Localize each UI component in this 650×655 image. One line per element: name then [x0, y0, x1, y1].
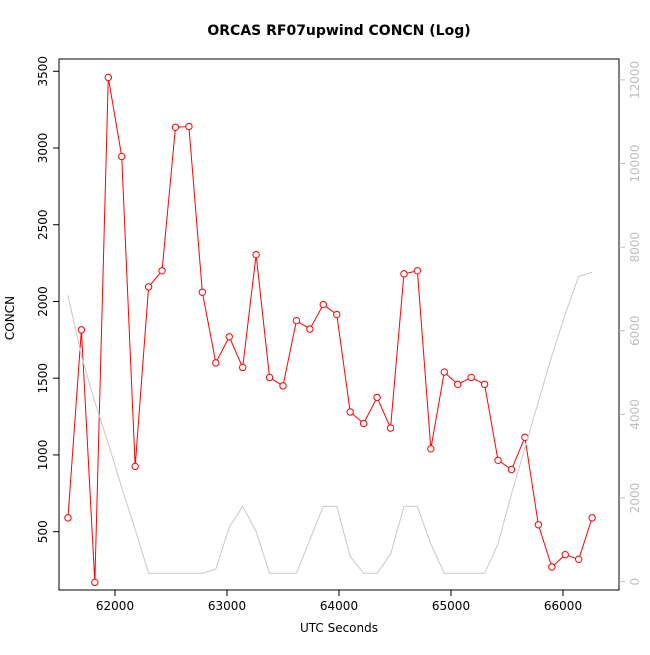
y2-tick-label: 6000: [628, 315, 642, 346]
data-point: [574, 555, 583, 564]
data-point: [440, 368, 448, 376]
data-point: [144, 283, 153, 291]
chart-title: ORCAS RF07upwind CONCN (Log): [207, 23, 470, 39]
x-tick-label: 66000: [544, 599, 582, 613]
data-point: [413, 267, 422, 275]
data-point: [400, 270, 408, 278]
y-tick-label: 1000: [36, 440, 50, 471]
data-point: [333, 310, 341, 319]
data-point: [386, 424, 395, 432]
y2-tick-label: 4000: [628, 399, 642, 430]
data-point: [588, 514, 596, 522]
series-layer: [64, 73, 596, 587]
x-tick-label: 65000: [432, 599, 470, 613]
data-point: [548, 563, 556, 571]
data-point: [561, 551, 569, 559]
series-line-1: [67, 271, 593, 574]
y-axis-label: CONCN: [3, 296, 17, 340]
data-point: [494, 456, 502, 465]
data-point: [64, 514, 72, 522]
data-point: [158, 267, 166, 275]
x-tick-label: 64000: [320, 599, 358, 613]
data-point: [91, 578, 99, 587]
data-point: [212, 359, 220, 367]
y-tick-label: 2500: [36, 209, 50, 240]
y2-tick-label: 2000: [628, 483, 642, 514]
data-point: [480, 380, 489, 389]
y2-tick-label: 12000: [628, 61, 642, 99]
data-point: [77, 326, 86, 334]
y-tick-label: 3000: [36, 133, 50, 164]
data-point: [534, 521, 543, 529]
data-point: [252, 250, 260, 259]
data-point: [346, 408, 354, 416]
data-point: [118, 152, 126, 161]
data-point: [306, 325, 314, 333]
data-point: [373, 393, 381, 402]
y2-tick-label: 8000: [628, 232, 642, 263]
data-point: [265, 373, 274, 382]
data-point: [198, 288, 207, 296]
y-tick-label: 3500: [36, 56, 50, 87]
data-point: [279, 382, 287, 390]
y-tick-label: 2000: [36, 286, 50, 317]
y-tick-label: 1500: [36, 363, 50, 394]
data-point: [507, 465, 516, 474]
y-tick-label: 500: [36, 520, 50, 543]
data-point: [131, 462, 139, 471]
x-tick-label: 62000: [96, 599, 134, 613]
y2-tick-label: 10000: [628, 144, 642, 182]
x-tick-label: 63000: [208, 599, 246, 613]
data-point: [225, 333, 233, 341]
data-point: [185, 122, 193, 131]
axes: 62000 63000 64000 65000 66000 500 1000 1500 2000…: [36, 56, 642, 613]
data-point: [292, 316, 301, 325]
x-axis-label: UTC Seconds: [300, 621, 378, 635]
data-point: [171, 123, 180, 131]
data-point: [319, 300, 328, 309]
data-point: [238, 363, 247, 372]
data-point: [467, 373, 475, 382]
data-point: [104, 73, 112, 82]
data-point: [427, 445, 435, 453]
y2-tick-label: 0: [628, 578, 642, 586]
data-point: [454, 380, 462, 389]
series-line-0: [67, 77, 593, 583]
data-point: [359, 419, 368, 428]
